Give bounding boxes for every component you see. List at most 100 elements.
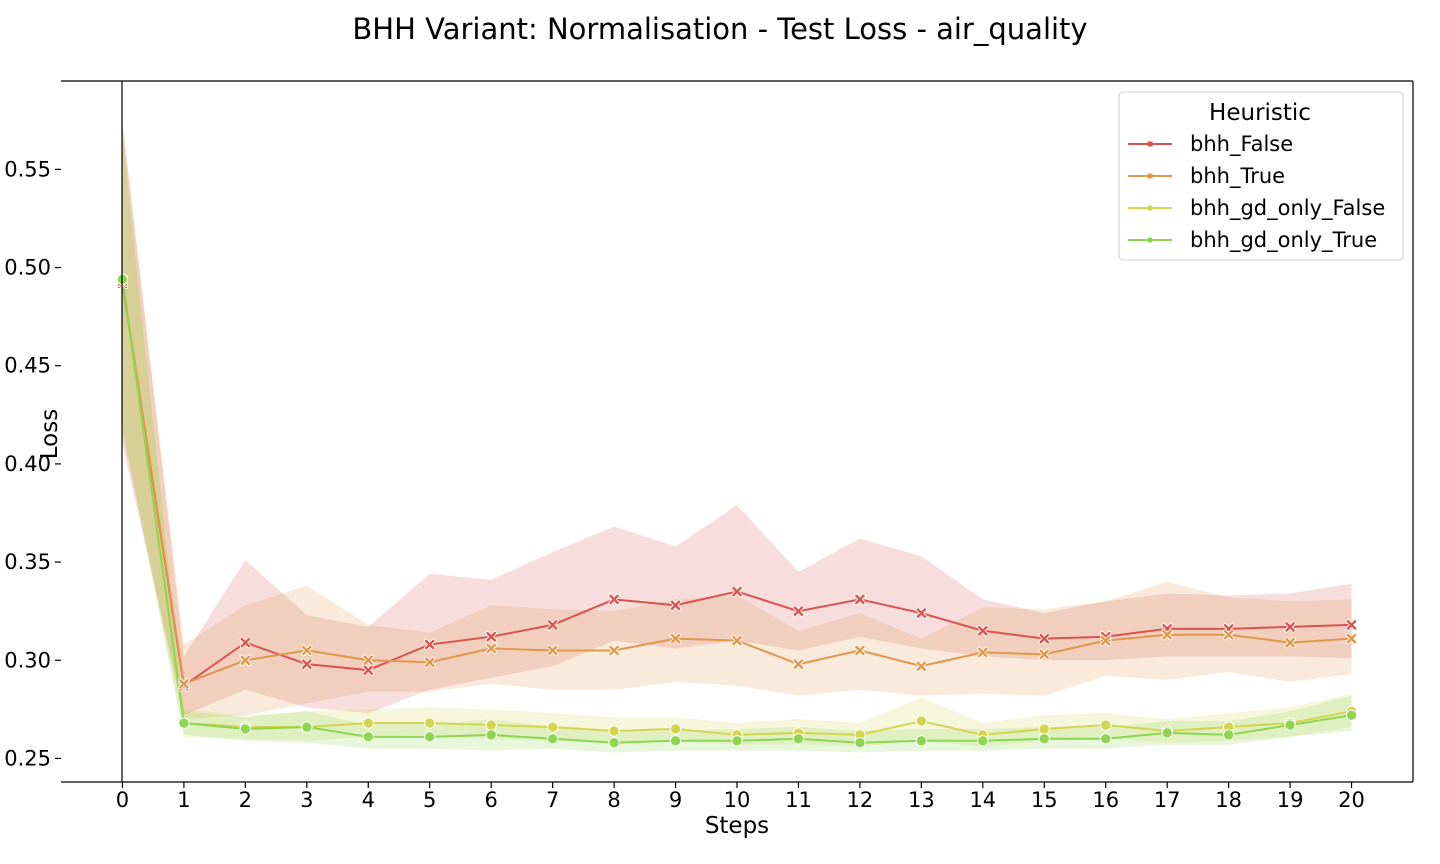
series-markers (116, 273, 1358, 749)
bhh-gd-only-true-point (301, 721, 313, 733)
legend-box (1118, 91, 1404, 261)
bhh-false-point (1345, 619, 1358, 631)
bhh-gd-only-true-point (362, 731, 374, 743)
x-tick-label: 2 (239, 788, 252, 812)
bhh-gd-only-false-point (669, 723, 682, 735)
bhh-gd-only-false-point (915, 715, 928, 727)
bhh-false-point (301, 658, 313, 670)
legend-title: Heuristic (1209, 100, 1311, 126)
bhh-gd-only-false-point (485, 719, 497, 731)
bhh-true-point (1038, 648, 1050, 661)
bhh-false-point (977, 625, 989, 637)
x-tick-label: 14 (969, 788, 996, 812)
bhh-true-point (424, 656, 436, 668)
legend-item-bhh-gd-only-false: bhh_gd_only_False (1128, 196, 1385, 221)
bhh-true-point (485, 642, 497, 655)
x-tick-label: 15 (1031, 788, 1058, 812)
x-tick-label: 6 (484, 788, 497, 812)
x-tick-label: 16 (1092, 788, 1119, 812)
bhh-gd-only-true-point (1038, 733, 1050, 745)
legend-label: bhh_gd_only_False (1190, 196, 1385, 221)
bhh-false-point (854, 593, 866, 606)
bhh-gd-only-true-point (977, 735, 989, 747)
bhh-gd-only-false-point (608, 725, 620, 737)
x-tick-label: 10 (724, 788, 751, 812)
bhh-gd-only-false-point (1038, 723, 1050, 735)
bhh-true-point (239, 654, 252, 666)
bhh-gd-only-true-point (854, 737, 866, 749)
bhh-true-point (362, 654, 374, 666)
x-tick-label: 1 (177, 788, 190, 812)
bhh-gd-only-true-point (1100, 733, 1112, 745)
x-tick-label: 4 (362, 788, 375, 812)
bhh-gd-only-true-point (178, 717, 190, 729)
bhh-false-point (1038, 632, 1050, 645)
bhh-false-point (792, 605, 805, 617)
bhh-gd-only-false-point (546, 721, 559, 733)
x-tick-label: 18 (1215, 788, 1242, 812)
bhh-gd-only-true-point (669, 735, 682, 747)
y-ticks: 0.25 0.30 0.35 0.40 0.45 0.50 0.55 (4, 157, 61, 770)
bhh-true-point (301, 644, 313, 657)
bhh-true-point (1100, 634, 1112, 647)
legend-label: bhh_False (1190, 132, 1293, 157)
bhh-gd-only-false-point (1100, 719, 1112, 731)
y-tick-label: 0.45 (4, 354, 51, 378)
legend-label: bhh_True (1190, 164, 1285, 189)
bhh-false-point (915, 607, 928, 619)
bhh-true-point (854, 644, 866, 657)
bhh-false-point (731, 585, 743, 598)
legend-item-bhh-gd-only-true: bhh_gd_only_True (1128, 228, 1377, 253)
bhh-true-point (1345, 632, 1358, 645)
legend-marker (1147, 141, 1153, 147)
x-axis-label: Steps (705, 813, 769, 839)
x-tick-label: 12 (847, 788, 874, 812)
bhh-gd-only-true-point (731, 735, 743, 747)
bhh-true-point (731, 634, 743, 647)
x-tick-label: 9 (669, 788, 682, 812)
bhh-gd-only-true-point (1345, 709, 1358, 721)
x-tick-label: 17 (1154, 788, 1181, 812)
bhh-false-point (608, 593, 620, 606)
bhh-true-point (1222, 629, 1235, 641)
y-tick-label: 0.30 (4, 648, 51, 672)
x-tick-label: 11 (785, 788, 812, 812)
y-tick-label: 0.35 (4, 550, 51, 574)
bhh-gd-only-true-point (608, 737, 620, 749)
bhh-false-band (122, 120, 1352, 716)
legend-label: bhh_gd_only_True (1190, 228, 1377, 253)
bhh-gd-only-false-point (424, 717, 436, 729)
bhh-true-point (546, 644, 559, 657)
x-tick-label: 13 (908, 788, 935, 812)
x-tick-label: 20 (1338, 788, 1365, 812)
chart-title: BHH Variant: Normalisation - Test Loss -… (352, 12, 1087, 46)
x-tick-label: 8 (607, 788, 620, 812)
legend-marker (1147, 205, 1153, 211)
bhh-false-point (424, 638, 436, 651)
bhh-true-point (1161, 629, 1173, 641)
bhh-gd-only-false-point (362, 717, 374, 729)
bhh-true-point (669, 632, 682, 645)
bhh-false-point (485, 630, 497, 643)
bhh-gd-only-true-point (1284, 719, 1296, 731)
bhh-false-point (362, 664, 374, 676)
bhh-gd-only-true-point (915, 735, 928, 747)
legend-marker (1147, 237, 1153, 243)
bhh-gd-only-true-point (1161, 727, 1173, 739)
legend-item-bhh-true: bhh_True (1128, 164, 1285, 189)
legend-item-bhh-false: bhh_False (1128, 132, 1293, 157)
bhh-false-point (239, 636, 252, 649)
y-axis-label: Loss (37, 409, 63, 459)
x-tick-label: 3 (300, 788, 313, 812)
y-tick-label: 0.25 (4, 746, 51, 770)
y-tick-label: 0.55 (4, 157, 51, 181)
bhh-gd-only-true-point (1222, 729, 1235, 741)
bhh-true-point (1284, 636, 1296, 649)
bhh-true-point (792, 658, 805, 670)
bhh-true-point (915, 660, 928, 672)
x-tick-label: 0 (116, 788, 129, 812)
bhh-false-point (669, 599, 682, 611)
bhh-true-point (977, 646, 989, 659)
bhh-gd-only-true-point (424, 731, 436, 743)
